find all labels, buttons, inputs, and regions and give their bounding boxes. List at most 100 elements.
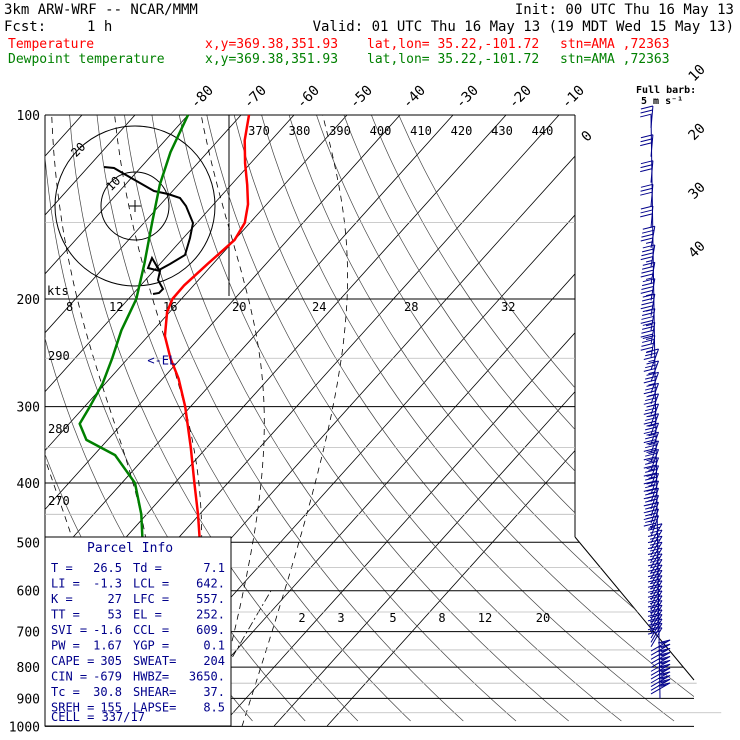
wind-speed-tick-20: 20 <box>232 300 246 314</box>
parcel-info-cell: EL = <box>133 608 162 622</box>
parcel-info-cell: 609. <box>196 623 225 637</box>
parcel-info-cell: SREH = <box>51 701 94 715</box>
wind-barb <box>643 480 659 502</box>
pressure-tick-label: 100 <box>17 109 40 124</box>
isotherm-line <box>45 115 348 726</box>
wind-barbs <box>640 105 671 699</box>
wind-barb <box>650 655 671 668</box>
wind-barb <box>650 647 671 660</box>
dry-adiabat <box>316 115 694 722</box>
isotherm-line <box>45 115 189 726</box>
mixing-ratio-label: 12 <box>478 611 492 625</box>
wind-barb <box>650 663 671 676</box>
dry-adiabat <box>371 115 694 722</box>
parcel-info-cell: 30.8 <box>93 685 122 699</box>
theta-label: 410 <box>410 124 432 138</box>
theta-label-lower: 280 <box>48 422 70 436</box>
theta-label: 370 <box>248 124 270 138</box>
parcel-info-cell: 642. <box>196 577 225 591</box>
wind-speed-tick-28: 28 <box>404 300 418 314</box>
wind-speed-tick-8: 8 <box>66 300 73 314</box>
dewpoint-legend-label: Dewpoint temperature <box>8 52 165 67</box>
theta-label: 420 <box>451 124 473 138</box>
temperature-legend-xy: x,y=369.38,351.93 <box>205 37 338 52</box>
parcel-info-cell: TT = <box>51 608 80 622</box>
wind-barb <box>640 308 656 331</box>
theta-label: 390 <box>329 124 351 138</box>
temperature-legend-station: stn=AMA ,72363 <box>560 37 670 52</box>
parcel-info-cell: Td = <box>133 561 162 575</box>
dewpoint-legend-xy: x,y=369.38,351.93 <box>205 52 338 67</box>
parcel-info-cell: LAPSE= <box>133 701 176 715</box>
pressure-tick-label: 500 <box>17 536 40 551</box>
wind-legend-title: Full barb: <box>636 85 696 96</box>
init-time: Init: 00 UTC Thu 16 May 13 <box>515 2 734 18</box>
isotherm-line <box>45 115 242 726</box>
parcel-info-cell: T = <box>51 561 73 575</box>
mixing-ratio-label: 5 <box>389 611 396 625</box>
parcel-info-background <box>44 536 232 727</box>
hodograph-ring-inner <box>100 171 170 241</box>
isotherm-line <box>45 115 401 726</box>
wind-legend-value: 5 m s⁻¹ <box>641 96 683 107</box>
parcel-info-cell: 204 <box>203 654 225 668</box>
parcel-info-cell: 8.5 <box>203 701 225 715</box>
parcel-cell: CELL = 337/17 <box>51 710 145 724</box>
hodograph-trace <box>103 166 195 295</box>
parcel-info-cell: PW = <box>51 639 80 653</box>
isotherm-line <box>273 115 694 726</box>
dry-adiabat <box>233 115 675 722</box>
theta-label: 380 <box>289 124 311 138</box>
dry-adiabat <box>261 115 694 722</box>
hodograph-ring-outer <box>54 125 216 287</box>
parcel-info-cell: SHEAR= <box>133 685 176 699</box>
wind-barb-column <box>650 114 661 699</box>
dewpoint-legend-station: stn=AMA ,72363 <box>560 52 670 67</box>
parcel-info-cell: CAPE = <box>51 654 94 668</box>
pressure-tick-label: 200 <box>17 293 40 308</box>
parcel-info-cell: CCL = <box>133 623 169 637</box>
mixing-ratio-label: 8 <box>438 611 445 625</box>
parcel-info-cell: CIN = <box>51 670 87 684</box>
parcel-info-cell: -679 <box>93 670 122 684</box>
wind-barb <box>650 651 671 664</box>
temperature-legend-latlon: lat,lon= 35.22,-101.72 <box>367 37 539 52</box>
wind-barb <box>650 639 671 652</box>
dry-adiabat <box>151 115 517 722</box>
wind-barb <box>650 659 671 672</box>
theta-label-lower: 270 <box>48 494 70 508</box>
wind-barb <box>647 627 663 648</box>
parcel-info-cell: SVI = <box>51 623 87 637</box>
parcel-info-cell: 1.67 <box>93 639 122 653</box>
theta-label-lower: 290 <box>48 349 70 363</box>
wind-barb-legend: Full barb: 5 m s⁻¹ <box>636 85 696 107</box>
wind-speed-unit: kts <box>47 284 69 298</box>
dry-adiabat <box>178 115 569 722</box>
pressure-tick-label: 1000 <box>9 720 40 735</box>
pressure-tick-label: 900 <box>17 692 40 707</box>
mixing-ratio-label: 2 <box>298 611 305 625</box>
wind-speed-tick-32: 32 <box>501 300 515 314</box>
wind-barb <box>643 472 659 495</box>
valid-time: Valid: 01 UTC Thu 16 May 13 (19 MDT Wed … <box>313 19 734 35</box>
parcel-info-cell: 0.1 <box>203 639 225 653</box>
pressure-tick-label: 800 <box>17 661 40 676</box>
pressure-tick-label: 700 <box>17 626 40 641</box>
wind-barb <box>647 618 663 639</box>
parcel-info-cell: -1.6 <box>93 623 122 637</box>
isotherm-line <box>45 115 295 726</box>
wind-barb <box>640 278 656 301</box>
fcst-label: Fcst: <box>4 19 46 35</box>
fcst-value: 1 h <box>87 19 112 35</box>
theta-label: 440 <box>532 124 554 138</box>
parcel-info-cell: K = <box>51 592 73 606</box>
parcel-info-cell: LI = <box>51 577 80 591</box>
parcel-info-cell: LFC = <box>133 592 169 606</box>
wind-barb <box>640 261 656 285</box>
parcel-info-cell: SWEAT= <box>133 654 176 668</box>
dry-adiabat <box>206 115 622 722</box>
pressure-tick-label: 600 <box>17 585 40 600</box>
wind-barb <box>650 643 671 656</box>
wind-speed-tick-12: 12 <box>109 300 123 314</box>
